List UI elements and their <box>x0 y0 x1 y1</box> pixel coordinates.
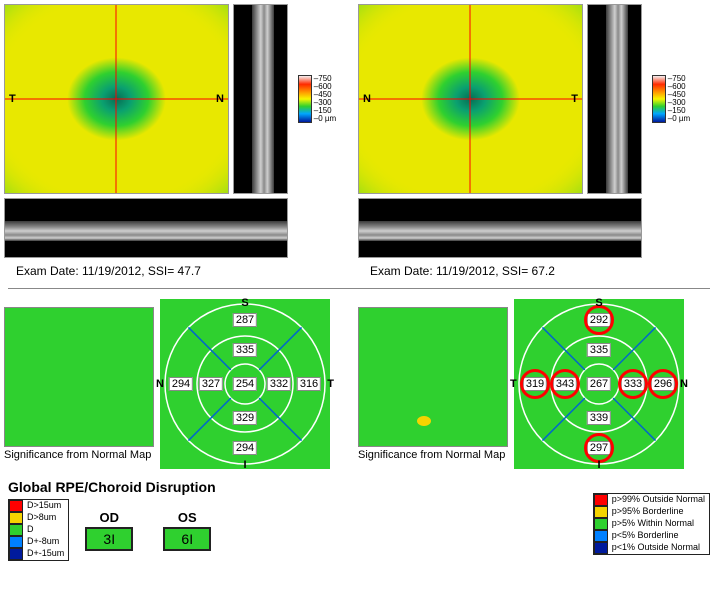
axis-right: N <box>680 378 688 390</box>
axis-right: T <box>327 378 334 390</box>
axis-s: S <box>595 297 602 309</box>
colorbar-tick: –0 µm <box>314 115 336 123</box>
sig-label-od: Significance from Normal Map <box>4 449 154 461</box>
etdrs-si: 335 <box>587 343 611 357</box>
mid-row: T Significance from Normal Map 254 335 329… <box>0 295 718 473</box>
colorbar-os: –750–600–450–300–150–0 µm <box>646 4 696 194</box>
etdrs-os: 267335339343333292297319296S I T N <box>514 299 684 469</box>
legend-row: p>99% Outside Normal <box>594 494 709 506</box>
sig-panel-od: T Significance from Normal Map 254 335 329… <box>0 295 354 473</box>
vert-scan-os <box>587 4 642 194</box>
panel-od: T N –750–600–450–300–150–0 µm Exam Date:… <box>0 0 354 282</box>
etdrs-od: 254335329327332287294294316S I N T <box>160 299 330 469</box>
panel-os: N T –750–600–450–300–150–0 µm Exam Date:… <box>354 0 708 282</box>
highlight-ring <box>618 369 648 399</box>
etdrs-ts: 294 <box>233 441 257 455</box>
exam-label-od: Exam Date: 11/19/2012, SSI= 47.7 <box>16 264 350 278</box>
etdrs-ti: 287 <box>233 313 257 327</box>
highlight-ring <box>584 305 614 335</box>
axis-i: I <box>597 459 600 471</box>
axis-left: N <box>156 378 164 390</box>
thickness-map-od: T N <box>4 4 229 194</box>
legend-row: p>5% Within Normal <box>594 518 709 530</box>
global-od-value: 3I <box>85 527 133 551</box>
legend-row: D <box>9 524 68 536</box>
etdrs-ss: 339 <box>587 411 611 425</box>
global-os: OS 6I <box>163 510 211 551</box>
legend-row: D+-8um <box>9 536 68 548</box>
etdrs-center: 267 <box>587 377 611 391</box>
horiz-scan-os <box>358 198 642 258</box>
global-od-label: OD <box>85 510 133 525</box>
etdrs-center: 254 <box>233 377 257 391</box>
etdrs-si: 335 <box>233 343 257 357</box>
legend-disruption: D>15umD>8umDD+-8umD+-15um <box>8 499 69 561</box>
axis-left: T <box>510 378 517 390</box>
global-os-value: 6I <box>163 527 211 551</box>
highlight-ring <box>648 369 678 399</box>
thickness-map-os: N T <box>358 4 583 194</box>
legend-row: D>8um <box>9 512 68 524</box>
sig-panel-os: Significance from Normal Map 26733533934… <box>354 295 708 473</box>
highlight-ring <box>520 369 550 399</box>
legend-row: p>95% Borderline <box>594 506 709 518</box>
etdrs-tt: 294 <box>169 377 193 391</box>
legend-row: D+-15um <box>9 548 68 560</box>
global-od: OD 3I <box>85 510 133 551</box>
label-nasal-od: N <box>216 93 224 105</box>
exam-label-os: Exam Date: 11/19/2012, SSI= 67.2 <box>370 264 704 278</box>
sig-anomaly-os <box>417 416 431 426</box>
colorbar-od: –750–600–450–300–150–0 µm <box>292 4 342 194</box>
highlight-ring <box>550 369 580 399</box>
sig-map-od <box>4 307 154 447</box>
top-row: T N –750–600–450–300–150–0 µm Exam Date:… <box>0 0 718 282</box>
global-section: Global RPE/Choroid Disruption D>15umD>8u… <box>8 479 216 561</box>
etdrs-sn: 332 <box>267 377 291 391</box>
bottom-row: Global RPE/Choroid Disruption D>15umD>8u… <box>0 473 718 567</box>
axis-s: S <box>241 297 248 309</box>
global-os-label: OS <box>163 510 211 525</box>
colorbar-tick: –0 µm <box>668 115 690 123</box>
section-divider <box>8 288 710 289</box>
global-title: Global RPE/Choroid Disruption <box>8 479 216 495</box>
legend-significance: p>99% Outside Normalp>95% Borderlinep>5%… <box>593 493 710 555</box>
etdrs-ss: 329 <box>233 411 257 425</box>
axis-i: I <box>243 459 246 471</box>
etdrs-tn: 316 <box>297 377 321 391</box>
legend-row: p<1% Outside Normal <box>594 542 709 554</box>
label-nasal-os: N <box>363 93 371 105</box>
legend-row: p<5% Borderline <box>594 530 709 542</box>
label-temporal-od: T <box>9 93 16 105</box>
sig-map-os <box>358 307 508 447</box>
vert-scan-od <box>233 4 288 194</box>
horiz-scan-od <box>4 198 288 258</box>
sig-label-os: Significance from Normal Map <box>358 449 508 461</box>
label-temporal-os: T <box>571 93 578 105</box>
etdrs-st: 327 <box>199 377 223 391</box>
legend-row: D>15um <box>9 500 68 512</box>
